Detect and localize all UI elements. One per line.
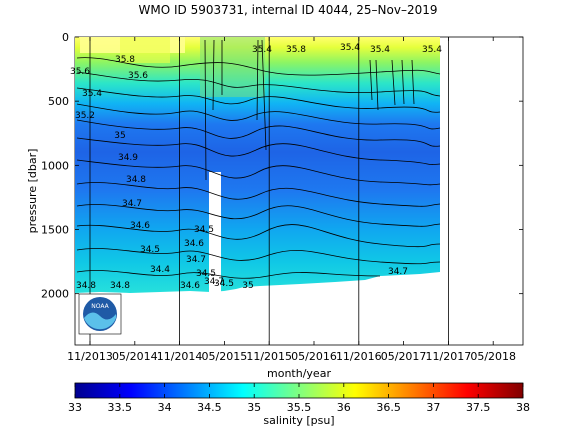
contour-label: 34.8: [76, 281, 96, 291]
salinity-fill: [75, 37, 440, 293]
contour-label: 34.8: [126, 175, 146, 185]
contour-label: 34.5: [214, 279, 234, 289]
contour-label: 35.4: [370, 45, 390, 55]
x-tick-label: 05/2015: [202, 350, 248, 363]
colorbar-tick-label: 38: [516, 401, 530, 414]
x-tick-label: 11/2013: [67, 350, 113, 363]
contour-label: 34.5: [194, 225, 214, 235]
contour-label: 34.7: [122, 199, 142, 209]
x-tick-label: 05/2014: [112, 350, 158, 363]
colorbar-tick-label: 35.5: [287, 401, 312, 414]
contour-label: 34.8: [110, 281, 130, 291]
y-axis-ticks: 0 500 1000 1500 2000: [41, 31, 523, 301]
contour-label: 35.2: [75, 111, 95, 121]
contour-label: 35.6: [70, 67, 90, 77]
colorbar-tick-label: 33.5: [108, 401, 133, 414]
contour-label: 35.4: [82, 89, 102, 99]
x-tick-label: 05/2018: [470, 350, 516, 363]
colorbar-tick-label: 36: [337, 401, 351, 414]
y-tick-label: 0: [62, 31, 69, 44]
y-tick-label: 500: [48, 95, 69, 108]
x-tick-label: 05/2016: [291, 350, 337, 363]
vertical-grid-lines: [89, 37, 449, 345]
colorbar-tick-label: 33: [68, 401, 82, 414]
contour-label: 34.7: [204, 277, 224, 287]
x-tick-label: 11/2016: [336, 350, 382, 363]
noaa-logo: NOAA: [78, 293, 122, 335]
contour-label: 34.6: [180, 281, 200, 291]
contour-label: 35.8: [286, 45, 306, 55]
contour-label: 34.7: [186, 255, 206, 265]
chart-title: WMO ID 5903731, internal ID 4044, 25–Nov…: [138, 3, 438, 17]
contour-label: 34.5: [140, 245, 160, 255]
colorbar-tick-label: 34.5: [197, 401, 222, 414]
y-tick-label: 2000: [41, 288, 69, 301]
y-tick-label: 1500: [41, 224, 69, 237]
logo-text: NOAA: [91, 303, 109, 310]
x-tick-label: 11/2014: [157, 350, 203, 363]
colorbar-tick-label: 34: [158, 401, 172, 414]
colorbar-tick-label: 37.5: [466, 401, 491, 414]
contour-label: 34.5: [196, 269, 216, 279]
contour-label: 35.8: [115, 55, 135, 65]
x-tick-label: 05/2017: [381, 350, 427, 363]
contour-label: 35.6: [128, 71, 148, 81]
contour-label: 35.4: [422, 45, 442, 55]
contour-label: 35: [114, 131, 125, 141]
saline-surface-patch-2: [120, 37, 170, 63]
colorbar-tick-label: 35: [247, 401, 261, 414]
contour-lines: [76, 39, 441, 279]
masked-gap: [209, 172, 221, 294]
contour-labels: 35.8 35.6 35.6 35.4 35.2 35 34.9 34.8 34.7 34.6 34…: [70, 43, 442, 291]
contour-label: 34.7: [388, 267, 408, 277]
y-axis-label: pressure [dbar]: [26, 149, 39, 234]
salinity-field: [75, 37, 440, 294]
contour-label: 35.4: [340, 43, 360, 53]
y-tick-label: 1000: [41, 159, 69, 172]
contour-label: 34.9: [118, 153, 138, 163]
contour-label: 35.4: [252, 45, 272, 55]
x-axis-label: month/year: [267, 367, 331, 380]
colorbar-tick-label: 37: [426, 401, 440, 414]
x-tick-label: 11/2015: [246, 350, 292, 363]
x-tick-label: 11/2017: [426, 350, 472, 363]
colorbar-label: salinity [psu]: [263, 414, 334, 427]
contour-label: 34.4: [150, 265, 170, 275]
colorbar-ticks: 33 33.5 34 34.5 35 35.5 36 36.5 37 37.5 38: [68, 383, 530, 414]
contour-label: 34.6: [130, 221, 150, 231]
contour-label: 35: [242, 281, 253, 291]
contour-label: 34.6: [184, 239, 204, 249]
logo-wave: [84, 312, 116, 330]
colorbar-tick-label: 36.5: [376, 401, 401, 414]
x-axis-ticks: 11/2013 05/2014 11/2014 05/2015 11/2015 05/20…: [67, 37, 516, 363]
